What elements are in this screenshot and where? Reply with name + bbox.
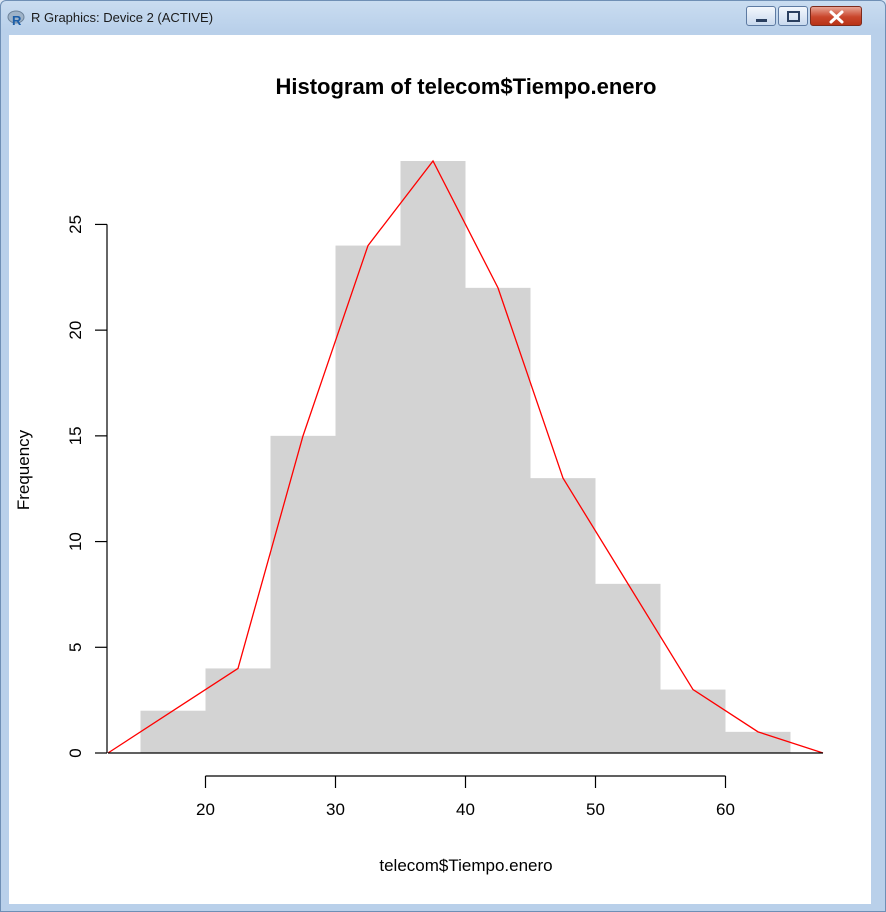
y-tick-label: 25 — [66, 215, 85, 234]
histogram-bar — [270, 435, 336, 753]
histogram-bar — [400, 161, 466, 753]
x-tick-label: 50 — [586, 800, 605, 819]
histogram-bar — [595, 583, 661, 753]
x-tick-label: 40 — [456, 800, 475, 819]
histogram-chart: 20 30 40 50 60 0 5 10 15 20 25 Histogram of teleco… — [14, 74, 824, 875]
y-axis-label: Frequency — [14, 429, 33, 510]
histogram-bar — [530, 478, 596, 753]
x-tick-label: 60 — [716, 800, 735, 819]
close-button[interactable] — [810, 6, 862, 26]
frequency-polygon-line — [107, 159, 824, 754]
y-tick-label: 10 — [66, 532, 85, 551]
plot-canvas: 20 30 40 50 60 0 5 10 15 20 25 Histogram of teleco… — [9, 35, 871, 904]
x-tick-label: 20 — [196, 800, 215, 819]
x-axis-label: telecom$Tiempo.enero — [379, 856, 552, 875]
histogram-bar — [205, 668, 271, 753]
histogram-bar — [725, 731, 791, 753]
histogram-bar — [660, 689, 726, 753]
x-tick-label: 30 — [326, 800, 345, 819]
y-tick-label: 15 — [66, 426, 85, 445]
svg-text:R: R — [12, 13, 22, 27]
histogram-bar — [140, 710, 206, 753]
title-bar[interactable]: R R Graphics: Device 2 (ACTIVE) — [1, 1, 885, 35]
minimize-button[interactable] — [746, 6, 776, 26]
y-tick-label: 0 — [66, 748, 85, 757]
y-tick-label: 5 — [66, 643, 85, 652]
maximize-icon — [787, 11, 800, 22]
window-title: R Graphics: Device 2 (ACTIVE) — [31, 10, 214, 25]
histogram-bar — [465, 287, 531, 753]
maximize-button[interactable] — [778, 6, 808, 26]
r-logo-icon: R — [7, 10, 25, 27]
y-tick-label: 20 — [66, 321, 85, 340]
close-icon — [829, 10, 844, 24]
minimize-icon — [756, 19, 767, 22]
chart-title: Histogram of telecom$Tiempo.enero — [275, 74, 656, 99]
histogram-bar — [335, 245, 401, 754]
